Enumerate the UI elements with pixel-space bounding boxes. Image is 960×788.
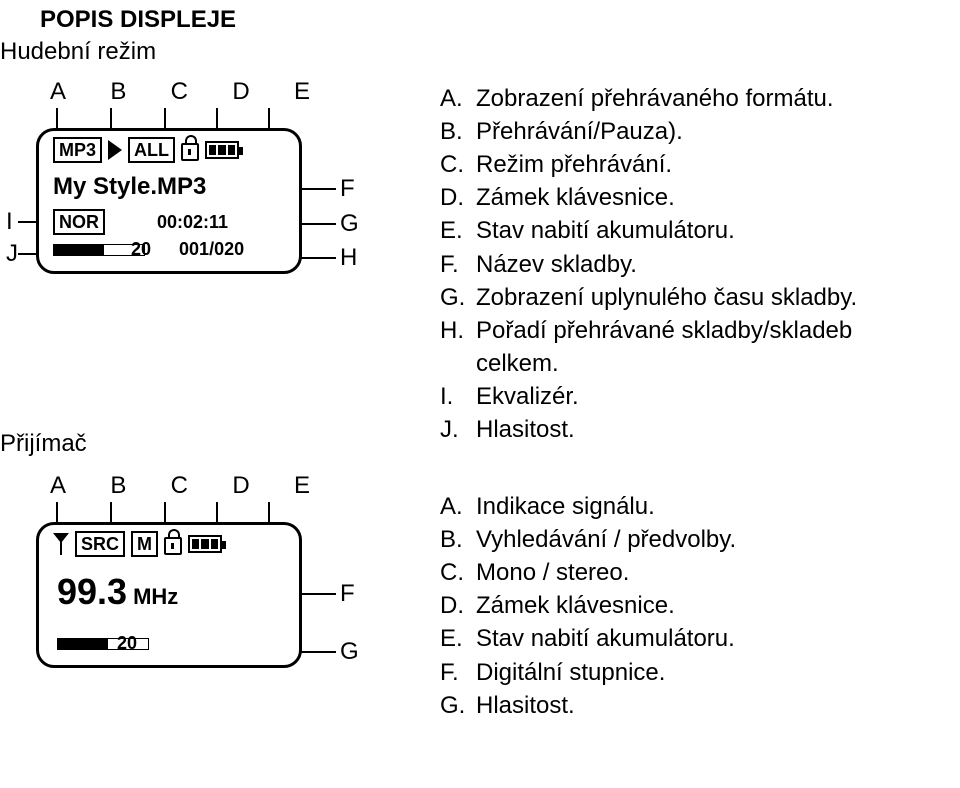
desc-item: celkem. [440, 347, 857, 380]
callout-F: F [340, 175, 355, 203]
callout-B: B [110, 472, 126, 500]
callout-line [300, 257, 336, 259]
desc-item: C.Režim přehrávání. [440, 148, 857, 181]
callout-line [300, 651, 336, 653]
callout-letters-radio-top: A B C D E [36, 472, 328, 500]
callout-A: A [50, 472, 66, 500]
desc-item: G.Hlasitost. [440, 689, 736, 722]
lock-icon [181, 143, 199, 161]
radio-volume-row: 20 [57, 633, 137, 654]
callout-line [300, 188, 336, 190]
frequency-unit: MHz [133, 584, 178, 610]
desc-item: J.Hlasitost. [440, 413, 857, 446]
music-screen-diagram: MP3 ALL My Style.MP3 NOR 00:02:11 20 001… [36, 128, 336, 328]
radio-description-list: A.Indikace signálu. B.Vyhledávání / před… [440, 490, 736, 722]
callout-C: C [171, 78, 188, 106]
elapsed-time: 00:02:11 [157, 212, 228, 233]
callout-letters-music-top: A B C D E [36, 78, 328, 106]
desc-item: G.Zobrazení uplynulého času skladby. [440, 281, 857, 314]
frequency-display: 99.3 MHz [57, 571, 178, 613]
callout-I: I [6, 208, 13, 236]
callout-E: E [294, 472, 310, 500]
desc-item: D.Zámek klávesnice. [440, 589, 736, 622]
desc-item: D.Zámek klávesnice. [440, 181, 857, 214]
callout-E: E [294, 78, 310, 106]
play-icon [108, 140, 122, 160]
lock-icon [164, 537, 182, 555]
callout-B: B [110, 78, 126, 106]
format-indicator: MP3 [53, 137, 102, 163]
volume-bar-icon [57, 638, 107, 650]
desc-item: F.Název skladby. [440, 248, 857, 281]
desc-item: E.Stav nabití akumulátoru. [440, 214, 857, 247]
track-title: My Style.MP3 [53, 173, 206, 201]
page-title: POPIS DISPLEJE [40, 6, 236, 34]
radio-screen-frame: SRC M 99.3 MHz 20 [36, 522, 302, 668]
desc-item: H.Pořadí přehrávané skladby/skladeb [440, 314, 857, 347]
desc-item: F.Digitální stupnice. [440, 656, 736, 689]
volume-bar-icon [53, 244, 103, 256]
desc-item: C.Mono / stereo. [440, 556, 736, 589]
callout-D: D [232, 78, 249, 106]
callout-line [18, 221, 36, 223]
desc-item: B.Přehrávání/Pauza). [440, 115, 857, 148]
search-indicator: SRC [75, 531, 125, 557]
desc-item: A.Zobrazení přehrávaného formátu. [440, 82, 857, 115]
callout-G: G [340, 638, 359, 666]
antenna-icon [53, 533, 69, 555]
mode-music-label: Hudební režim [0, 38, 156, 66]
callout-line [18, 253, 36, 255]
callout-D: D [232, 472, 249, 500]
callout-H: H [340, 244, 357, 272]
callout-line [300, 223, 336, 225]
callout-C: C [171, 472, 188, 500]
callout-A: A [50, 78, 66, 106]
desc-item: I.Ekvalizér. [440, 380, 857, 413]
callout-J: J [6, 240, 18, 268]
radio-status-row: SRC M [53, 531, 222, 557]
radio-screen-diagram: SRC M 99.3 MHz 20 [36, 522, 336, 722]
desc-item: B.Vyhledávání / předvolby. [440, 523, 736, 556]
desc-item: A.Indikace signálu. [440, 490, 736, 523]
playmode-indicator: ALL [128, 137, 175, 163]
music-row3: NOR 00:02:11 [53, 209, 228, 235]
callout-line [300, 593, 336, 595]
callout-G: G [340, 210, 359, 238]
music-description-list: A.Zobrazení přehrávaného formátu. B.Přeh… [440, 82, 857, 446]
stereo-indicator: M [131, 531, 158, 557]
frequency-value: 99.3 [57, 571, 127, 613]
battery-icon [188, 535, 222, 553]
callout-F: F [340, 580, 355, 608]
music-row4: 20 001/020 [53, 239, 244, 260]
music-screen-frame: MP3 ALL My Style.MP3 NOR 00:02:11 20 001… [36, 128, 302, 274]
eq-indicator: NOR [53, 209, 105, 235]
track-index: 001/020 [179, 239, 244, 260]
music-status-row: MP3 ALL [53, 137, 239, 163]
battery-icon [205, 141, 239, 159]
desc-item: E.Stav nabití akumulátoru. [440, 622, 736, 655]
mode-radio-label: Přijímač [0, 430, 87, 458]
